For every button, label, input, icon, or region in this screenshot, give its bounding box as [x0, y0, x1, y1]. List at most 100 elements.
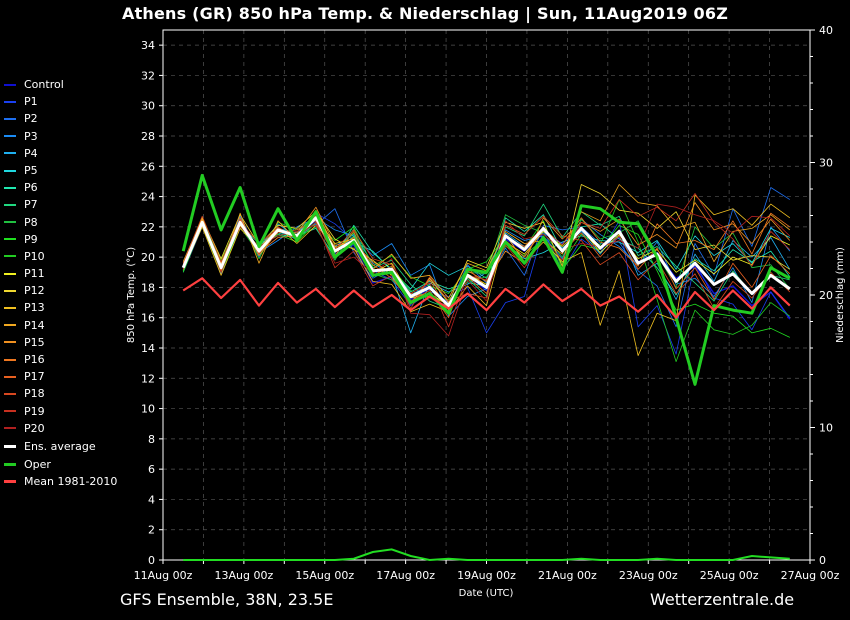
y2-tick-label-10: 10	[819, 422, 833, 435]
x-tick-label-3: 17Aug 00z	[376, 569, 435, 582]
x-axis-label: Date (UTC)	[459, 588, 514, 599]
legend-item-21: Ens. average	[4, 438, 117, 455]
legend-label: P14	[24, 318, 45, 332]
y-tick-label-34: 34	[141, 39, 155, 52]
legend-swatch	[4, 221, 16, 224]
legend-label: P12	[24, 284, 45, 298]
legend-label: P11	[24, 267, 45, 281]
series-line-22	[181, 173, 791, 386]
legend: Control P1 P2 P3 P4 P5 P6 P7 P8 P9 P10 P11 P12 P13 P14…	[4, 76, 117, 491]
x-tick-label-7: 25Aug 00z	[700, 569, 759, 582]
legend-swatch	[4, 83, 16, 86]
y2-tick-label-0: 0	[819, 554, 826, 567]
legend-item-20: P20	[4, 420, 117, 437]
series-lines	[181, 173, 791, 386]
legend-swatch	[4, 480, 16, 484]
legend-swatch	[4, 100, 16, 103]
legend-item-2: P2	[4, 110, 117, 127]
legend-label: P16	[24, 353, 45, 366]
y-tick-label-20: 20	[141, 251, 155, 264]
legend-label: P17	[24, 370, 45, 384]
legend-item-6: P6	[4, 179, 117, 196]
precip-lines	[183, 548, 790, 562]
legend-item-18: P18	[4, 385, 117, 402]
legend-swatch	[4, 375, 16, 378]
legend-item-16: P16	[4, 351, 117, 368]
series-line-10	[182, 199, 791, 363]
legend-label: P8	[24, 215, 38, 229]
legend-item-13: P13	[4, 299, 117, 316]
legend-swatch	[4, 152, 16, 155]
legend-label: P6	[24, 181, 38, 195]
legend-label: Ens. average	[24, 439, 96, 453]
legend-swatch	[4, 203, 16, 206]
legend-label: P9	[24, 232, 38, 246]
legend-swatch	[4, 307, 16, 310]
legend-swatch	[4, 324, 16, 327]
x-tick-label-1: 13Aug 00z	[215, 569, 274, 582]
legend-swatch	[4, 463, 16, 467]
legend-label: P5	[24, 163, 38, 177]
y-tick-label-30: 30	[141, 100, 155, 113]
legend-label: Oper	[24, 458, 51, 472]
legend-label: P10	[24, 249, 45, 263]
series-line-21	[181, 216, 791, 308]
y-tick-label-14: 14	[141, 342, 155, 355]
y-axis-label: 850 hPa Temp. (°C)	[126, 247, 137, 343]
y-tick-label-32: 32	[141, 69, 155, 82]
legend-label: P19	[24, 404, 45, 418]
y-tick-label-6: 6	[148, 463, 155, 476]
y-tick-label-18: 18	[141, 281, 155, 294]
footer-model-info: GFS Ensemble, 38N, 23.5E	[120, 590, 334, 609]
legend-swatch	[4, 427, 16, 430]
legend-swatch	[4, 289, 16, 292]
legend-label: P2	[24, 112, 38, 126]
legend-item-0: Control	[4, 76, 117, 93]
legend-swatch	[4, 186, 16, 189]
y-tick-label-2: 2	[148, 524, 155, 537]
legend-swatch	[4, 358, 16, 361]
legend-item-12: P12	[4, 282, 117, 299]
x-tick-label-5: 21Aug 00z	[538, 569, 597, 582]
legend-item-15: P15	[4, 334, 117, 351]
legend-item-17: P17	[4, 368, 117, 385]
legend-item-7: P7	[4, 196, 117, 213]
x-tick-label-2: 15Aug 00z	[295, 569, 354, 582]
footer-site-name: Wetterzentrale.de	[650, 590, 795, 609]
x-tick-label-8: 27Aug 00z	[781, 569, 840, 582]
legend-label: P13	[24, 301, 45, 315]
legend-item-5: P5	[4, 162, 117, 179]
legend-item-4: P4	[4, 145, 117, 162]
legend-item-19: P19	[4, 403, 117, 420]
y-tick-label-26: 26	[141, 160, 155, 173]
x-tick-label-6: 23Aug 00z	[619, 569, 678, 582]
legend-swatch	[4, 341, 16, 344]
y-tick-label-16: 16	[141, 312, 155, 325]
y2-tick-label-20: 20	[819, 289, 833, 302]
legend-item-3: P3	[4, 128, 117, 145]
series-line-23	[182, 277, 791, 319]
legend-swatch	[4, 255, 16, 258]
y2-tick-label-30: 30	[819, 157, 833, 170]
legend-swatch	[4, 392, 16, 395]
legend-label: Mean 1981-2010	[24, 475, 118, 489]
y-tick-label-10: 10	[141, 403, 155, 416]
legend-item-14: P14	[4, 317, 117, 334]
legend-swatch	[4, 410, 16, 413]
grid-lines	[163, 30, 810, 560]
y-tick-label-28: 28	[141, 130, 155, 143]
y-tick-label-22: 22	[141, 221, 155, 234]
precip-line	[183, 548, 790, 562]
legend-label: P4	[24, 146, 38, 160]
legend-label: P1	[24, 95, 38, 109]
legend-swatch	[4, 272, 16, 275]
legend-label: P15	[24, 335, 45, 349]
x-tick-label-4: 19Aug 00z	[457, 569, 516, 582]
y-tick-label-24: 24	[141, 191, 155, 204]
y-tick-label-4: 4	[148, 493, 155, 506]
legend-label: Control	[24, 78, 64, 91]
legend-swatch	[4, 117, 16, 120]
series-line-20	[182, 203, 791, 337]
legend-item-10: P10	[4, 248, 117, 265]
